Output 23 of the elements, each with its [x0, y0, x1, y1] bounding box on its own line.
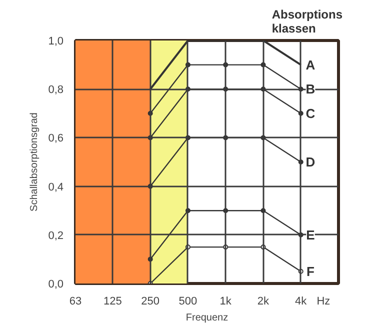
- series-label: B: [306, 82, 316, 97]
- y-tick-label: 0,6: [48, 132, 64, 145]
- y-tick-label: 1,0: [48, 36, 64, 48]
- legend-title: Absorptions klassen: [272, 8, 343, 36]
- x-tick-label: 1k: [220, 296, 232, 308]
- x-axis-title: Frequenz: [186, 312, 228, 324]
- x-tick-label: 250: [141, 296, 160, 308]
- y-tick-label: 0,8: [48, 84, 64, 96]
- x-tick-label: 4k: [295, 296, 308, 308]
- y-tick-label: 0,4: [48, 181, 64, 194]
- series-label: A: [306, 57, 316, 72]
- x-tick-label: 2k: [257, 296, 270, 308]
- x-tick-label: 125: [104, 296, 122, 308]
- series-label: C: [306, 106, 316, 121]
- series-label: F: [306, 264, 315, 279]
- text: Hz: [316, 296, 330, 308]
- series-label: D: [306, 154, 316, 170]
- y-tick-label: 0,2: [48, 230, 64, 242]
- series-label: E: [306, 227, 316, 242]
- y-tick-label: 0,0: [48, 278, 64, 290]
- x-tick-label: 500: [178, 296, 198, 308]
- x-tick-label: 63: [69, 296, 82, 308]
- y-axis-title: Schallabsorptionsgrad: [29, 112, 40, 212]
